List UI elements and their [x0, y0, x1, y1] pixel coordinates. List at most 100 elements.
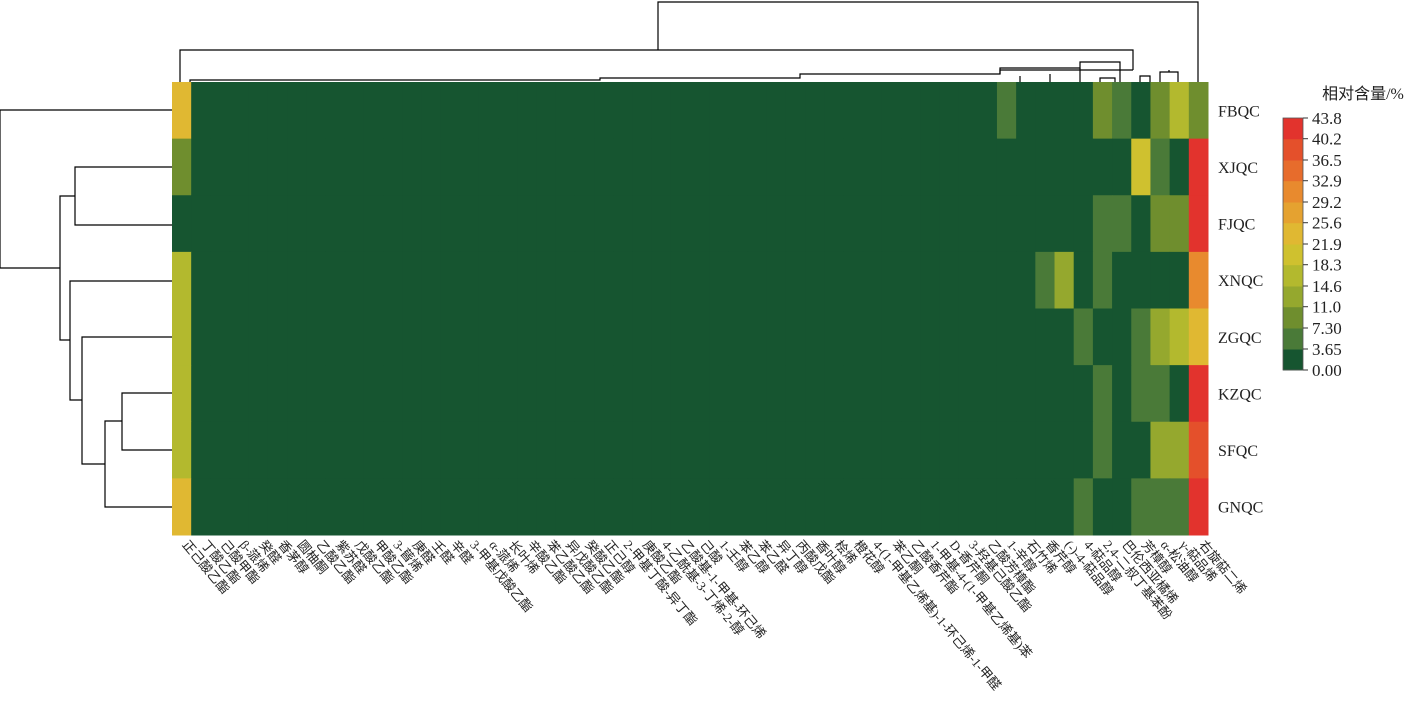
heatmap-cell — [785, 421, 806, 479]
heatmap-cell — [670, 195, 691, 253]
row-dendrogram — [0, 109, 172, 508]
heatmap-cell — [632, 82, 653, 140]
heatmap-cell — [977, 365, 998, 423]
heatmap-cell — [248, 308, 269, 366]
heatmap-cell — [901, 138, 921, 196]
heatmap-cell — [1112, 308, 1132, 366]
colorbar-tick-label: 14.6 — [1312, 277, 1342, 296]
heatmap-cell — [920, 365, 940, 423]
colorbar-tick-label: 3.65 — [1312, 340, 1342, 359]
heatmap-cell — [478, 365, 499, 423]
colorbar-tick-label: 25.6 — [1312, 214, 1342, 233]
heatmap-cell — [690, 251, 710, 309]
heatmap-cell — [1073, 308, 1094, 366]
heatmap-cell — [594, 82, 614, 140]
heatmap-cell — [1035, 308, 1056, 366]
heatmap-cell — [920, 195, 940, 253]
heatmap-cell — [1131, 365, 1151, 423]
heatmap-cell — [881, 138, 902, 196]
heatmap-cell — [1035, 195, 1056, 253]
colorbar-tick-label: 43.8 — [1312, 109, 1342, 128]
heatmap-cell — [728, 308, 749, 366]
heatmap-cell — [1188, 195, 1209, 253]
heatmap-cell — [517, 138, 538, 196]
heatmap-cell — [709, 421, 729, 479]
heatmap-cell — [402, 421, 422, 479]
heatmap-cell — [766, 195, 787, 253]
heatmap-cell — [1188, 365, 1209, 423]
heatmap-cell — [766, 478, 787, 536]
heatmap-cell — [325, 308, 346, 366]
heatmap-cell — [977, 138, 998, 196]
heatmap-cell — [440, 82, 461, 140]
heatmap-cell — [344, 251, 365, 309]
heatmap-cell — [728, 195, 749, 253]
heatmap-cell — [536, 251, 557, 309]
heatmap-cell — [498, 478, 518, 536]
heatmap-cell — [939, 308, 960, 366]
heatmap-cell — [632, 421, 653, 479]
heatmap-cell — [1150, 421, 1171, 479]
heatmap-cell — [1035, 478, 1056, 536]
heatmap-cell — [478, 138, 499, 196]
heatmap-cell — [287, 478, 307, 536]
heatmap-cell — [498, 365, 518, 423]
heatmap-cell — [191, 365, 211, 423]
colorbar-tick-label: 18.3 — [1312, 256, 1342, 275]
heatmap-cell — [1188, 478, 1209, 536]
heatmap-cell — [1073, 195, 1094, 253]
heatmap-cell — [1035, 251, 1056, 309]
heatmap-cell — [498, 251, 518, 309]
colorbar-bin — [1283, 286, 1303, 308]
heatmap-cell — [306, 195, 326, 253]
heatmap-cell — [805, 251, 825, 309]
heatmap-cell — [1016, 478, 1036, 536]
row-label: XNQC — [1218, 273, 1263, 290]
heatmap-cell — [517, 365, 538, 423]
colorbar-bin — [1283, 202, 1303, 224]
heatmap-cell — [574, 138, 595, 196]
heatmap-cell — [287, 82, 307, 140]
heatmap-cell — [958, 251, 979, 309]
heatmap-cell — [805, 478, 825, 536]
heatmap-cell — [1188, 82, 1209, 140]
heatmap-cell — [747, 251, 768, 309]
heatmap-cell — [383, 421, 403, 479]
heatmap-cell — [1092, 82, 1113, 140]
heatmap-cell — [613, 82, 633, 140]
heatmap-cell — [421, 478, 442, 536]
heatmap-cell — [805, 365, 825, 423]
heatmap-cell — [709, 138, 729, 196]
heatmap-cell — [536, 308, 557, 366]
heatmap-cell — [191, 138, 211, 196]
heatmap-cell — [958, 195, 979, 253]
heatmap-cell — [402, 365, 422, 423]
heatmap-cell — [843, 308, 864, 366]
heatmap-cell — [363, 421, 384, 479]
heatmap-cell — [1035, 138, 1056, 196]
heatmap-cell — [402, 82, 422, 140]
heatmap-cell — [248, 365, 269, 423]
heatmap-cell — [383, 138, 403, 196]
heatmap-cell — [709, 251, 729, 309]
heatmap-cell — [939, 421, 960, 479]
heatmap-cell — [574, 308, 595, 366]
heatmap-cell — [1188, 138, 1209, 196]
heatmap-cell — [1073, 365, 1094, 423]
heatmap-cell — [267, 195, 288, 253]
heatmap-cell — [996, 195, 1017, 253]
heatmap-cell — [824, 251, 844, 309]
heatmap-cell — [670, 421, 691, 479]
heatmap-cell — [1054, 421, 1075, 479]
heatmap-cell — [287, 308, 307, 366]
heatmap-cell — [651, 308, 672, 366]
heatmap-cell — [478, 195, 499, 253]
heatmap-cell — [574, 195, 595, 253]
heatmap-cell — [862, 251, 883, 309]
heatmap-cell — [958, 82, 979, 140]
heatmap-cell — [459, 421, 480, 479]
heatmap-cell — [172, 251, 192, 309]
heatmap-cell — [1169, 138, 1190, 196]
heatmap-cell — [1131, 478, 1151, 536]
heatmap-cell — [690, 82, 710, 140]
